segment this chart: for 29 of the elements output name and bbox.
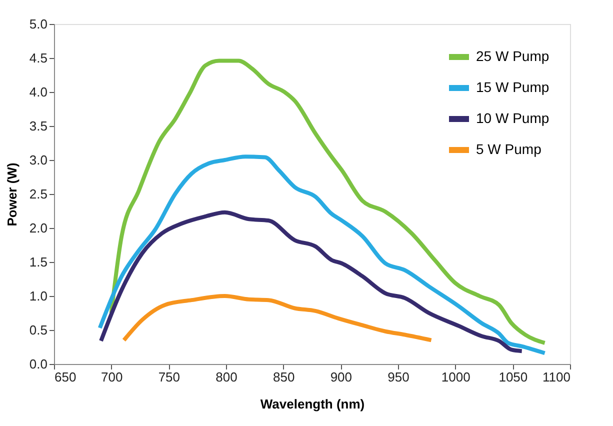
legend-label: 10 W Pump xyxy=(476,110,550,126)
y-tick-label: 3.5 xyxy=(29,118,48,134)
x-tick-label: 800 xyxy=(216,370,238,384)
x-tick-label: 900 xyxy=(330,370,352,384)
x-tick-label: 650 xyxy=(54,370,76,384)
x-tick-label: 750 xyxy=(158,370,180,384)
x-tick-label: 950 xyxy=(388,370,410,384)
y-tick-label: 4.5 xyxy=(29,50,48,66)
y-tick-label: 1.0 xyxy=(29,288,48,304)
y-tick-label: 0.0 xyxy=(29,356,48,372)
y-tick-label: 3.0 xyxy=(29,152,48,168)
y-tick-label: 1.5 xyxy=(29,254,48,270)
x-tick-label: 1050 xyxy=(498,370,528,384)
legend-label: 25 W Pump xyxy=(476,48,550,64)
x-tick-label: 700 xyxy=(100,370,123,384)
line-series xyxy=(122,294,434,342)
x-axis-title: Wavelength (nm) xyxy=(260,396,365,412)
y-tick-label: 5.0 xyxy=(29,16,48,32)
y-tick-label: 2.0 xyxy=(29,220,48,236)
x-tick-label: 1100 xyxy=(542,370,570,384)
legend-label: 15 W Pump xyxy=(476,79,550,95)
y-tick-label: 2.5 xyxy=(29,186,48,202)
x-tick-label: 850 xyxy=(272,370,295,384)
legend-label: 5 W Pump xyxy=(476,141,542,157)
y-tick-label: 0.5 xyxy=(29,322,48,338)
y-axis-title: Power (W) xyxy=(4,162,20,226)
x-tick-label: 1000 xyxy=(441,370,470,384)
y-tick-label: 4.0 xyxy=(29,84,48,100)
line-series xyxy=(99,210,524,354)
